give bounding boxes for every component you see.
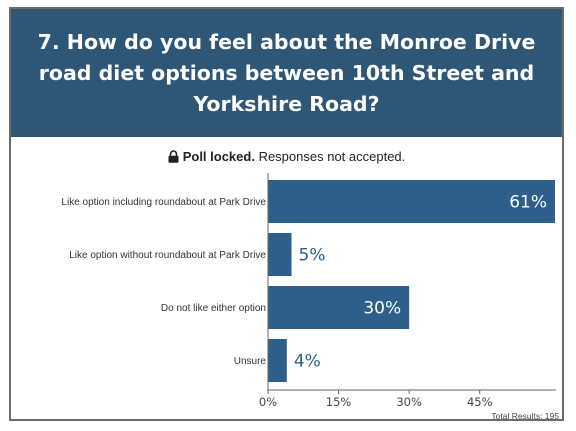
bar-4 (268, 339, 287, 382)
poll-status: Poll locked. Responses not accepted. (11, 149, 562, 164)
x-tick-label-3: 30% (396, 395, 422, 409)
question-header: 7. How do you feel about the Monroe Driv… (11, 9, 562, 137)
poll-status-bold: Poll locked. (182, 149, 255, 164)
results-bar-chart: Like option including roundabout at Park… (61, 173, 559, 419)
category-label-2: Like option without roundabout at Park D… (69, 250, 266, 261)
value-label-2: 5% (299, 246, 326, 266)
bar-3 (268, 286, 410, 329)
lock-icon (168, 150, 179, 163)
question-title: 7. How do you feel about the Monroe Driv… (37, 29, 536, 116)
x-tick-label-1: 0% (259, 395, 277, 409)
x-tick-label-2: 15% (326, 395, 352, 409)
total-results: Total Results: 195 (491, 411, 559, 419)
bar-2 (268, 233, 292, 276)
x-tick-label-4: 45% (467, 395, 493, 409)
value-label-4: 4% (294, 352, 321, 372)
poll-panel: 7. How do you feel about the Monroe Driv… (9, 7, 564, 421)
poll-status-text: Responses not accepted. (254, 149, 406, 164)
category-label-1: Like option including roundabout at Park… (61, 197, 266, 208)
value-label-1: 61% (509, 193, 547, 213)
value-label-3: 30% (363, 299, 401, 319)
category-label-3: Do not like either option (161, 303, 266, 314)
category-label-4: Unsure (234, 356, 267, 367)
bar-1 (268, 180, 555, 223)
